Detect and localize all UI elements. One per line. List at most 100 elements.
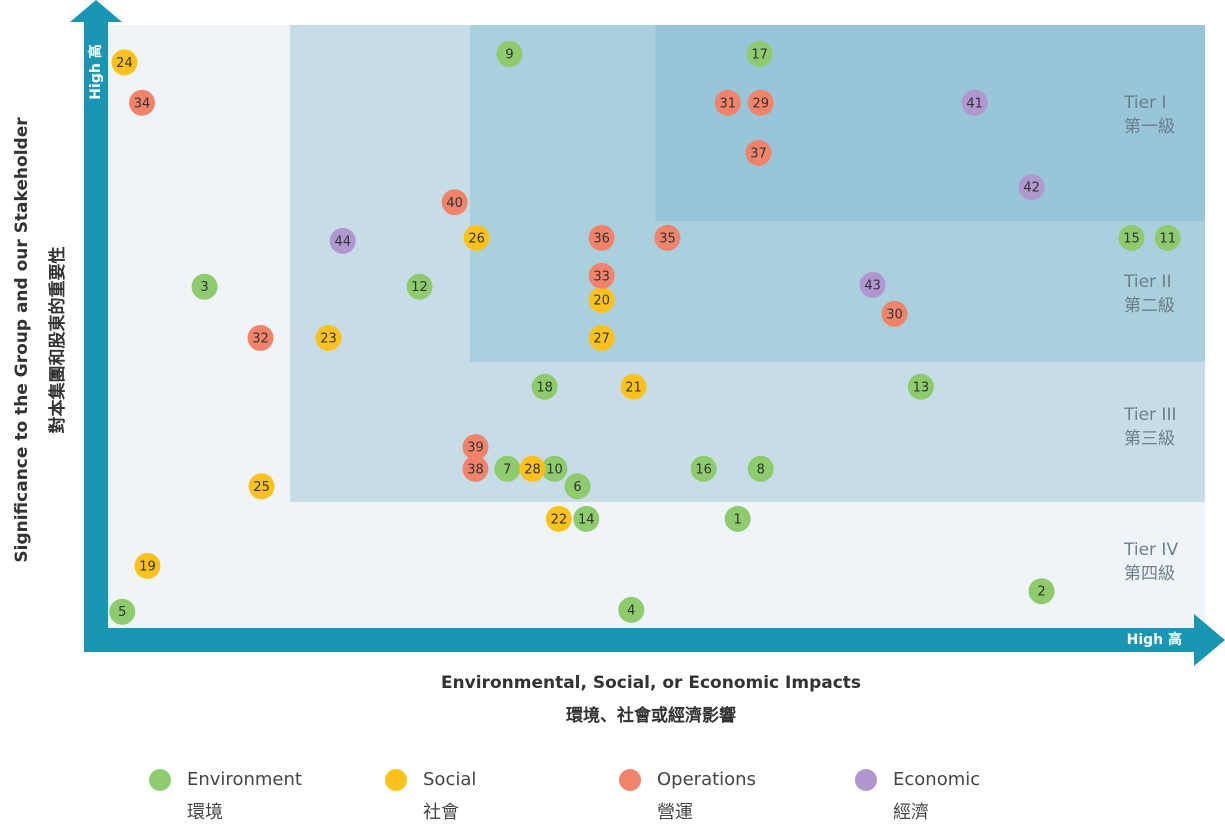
point <box>588 224 615 251</box>
tier-label: Tier I <box>1123 93 1166 113</box>
point-label: 41 <box>966 96 983 111</box>
point <box>961 89 988 116</box>
x-axis-title-zh: 環境、社會或經濟影響 <box>566 705 736 726</box>
point-label: 36 <box>593 231 610 246</box>
plot: Tier IV 第四級 Tier III 第三級 Tier II 第二級 Tier I 第一級… <box>70 0 1225 666</box>
point <box>462 434 489 461</box>
point-label: 40 <box>446 196 463 211</box>
legend-label-zh: 環境 <box>187 802 223 823</box>
point <box>109 598 136 625</box>
point <box>315 324 342 351</box>
point <box>531 373 558 400</box>
point <box>747 455 774 482</box>
point-label: 44 <box>334 234 351 249</box>
point <box>494 455 521 482</box>
point-label: 11 <box>1159 231 1176 246</box>
point-label: 6 <box>573 480 581 495</box>
point <box>620 373 647 400</box>
point-label: 18 <box>536 380 553 395</box>
y-axis-title-zh: 對本集團和股東的重要性 <box>47 247 68 434</box>
y-axis-title: Significance to the Group and our Stakeh… <box>12 117 32 563</box>
legend-label: Economic <box>893 769 980 790</box>
point-label: 28 <box>524 462 541 477</box>
point <box>1028 578 1055 605</box>
point <box>564 473 591 500</box>
legend-label-zh: 社會 <box>423 802 459 823</box>
point-label: 35 <box>659 231 676 246</box>
point <box>588 324 615 351</box>
point <box>724 505 751 532</box>
point <box>191 273 218 300</box>
point-label: 5 <box>118 605 126 620</box>
point <box>654 224 681 251</box>
point <box>588 262 615 289</box>
legend-label: Environment <box>187 769 302 790</box>
point <box>747 89 774 116</box>
point-label: 30 <box>886 307 903 322</box>
x-high-label: High 高 <box>1127 631 1182 648</box>
point-label: 4 <box>627 603 635 618</box>
point <box>746 40 773 67</box>
point <box>463 224 490 251</box>
point <box>545 505 572 532</box>
tier-label: Tier IV <box>1123 540 1178 560</box>
tier-label: Tier III <box>1123 405 1176 425</box>
point <box>134 552 161 579</box>
legend-label: Operations <box>657 769 756 790</box>
tier-label-zh: 第四級 <box>1124 564 1175 584</box>
point-label: 31 <box>720 96 737 111</box>
point-label: 22 <box>551 512 568 527</box>
point <box>745 139 772 166</box>
point-label: 7 <box>503 462 511 477</box>
point <box>519 455 546 482</box>
point-label: 8 <box>757 462 765 477</box>
tier-label-zh: 第二級 <box>1124 296 1175 316</box>
point-label: 2 <box>1037 585 1045 600</box>
point-label: 12 <box>411 280 428 295</box>
point <box>541 455 568 482</box>
point <box>406 273 433 300</box>
point <box>588 286 615 313</box>
x-axis <box>84 628 1196 652</box>
tier-label-zh: 第三級 <box>1124 429 1175 449</box>
point-label: 10 <box>546 462 563 477</box>
point <box>496 40 523 67</box>
point-label: 34 <box>134 96 151 111</box>
point-label: 37 <box>750 146 767 161</box>
point <box>129 89 156 116</box>
point-label: 33 <box>593 269 610 284</box>
legend-label: Social <box>423 769 476 790</box>
point-label: 25 <box>253 480 270 495</box>
y-axis-arrow <box>70 0 122 22</box>
legend-label-zh: 營運 <box>657 802 693 823</box>
point-label: 14 <box>578 512 595 527</box>
point <box>907 373 934 400</box>
point <box>441 189 468 216</box>
point-label: 16 <box>695 462 712 477</box>
point-label: 38 <box>467 462 484 477</box>
legend-swatch <box>855 769 877 791</box>
point <box>714 89 741 116</box>
point-label: 24 <box>116 56 133 71</box>
tier-label-zh: 第一級 <box>1124 117 1175 137</box>
point-label: 39 <box>467 441 484 456</box>
tier-label: Tier II <box>1123 272 1171 292</box>
point <box>1018 174 1045 201</box>
point-label: 23 <box>320 331 337 346</box>
point-label: 21 <box>625 380 642 395</box>
point <box>462 455 489 482</box>
point <box>329 227 356 254</box>
point-label: 13 <box>913 380 930 395</box>
point-label: 19 <box>139 559 156 574</box>
legend-label-zh: 經濟 <box>893 802 929 823</box>
point <box>247 324 274 351</box>
point <box>618 596 645 623</box>
point-label: 9 <box>505 47 513 62</box>
point <box>573 505 600 532</box>
point <box>881 300 908 327</box>
point <box>690 455 717 482</box>
point <box>859 271 886 298</box>
y-high-label: High 高 <box>87 44 104 99</box>
point <box>111 49 138 76</box>
